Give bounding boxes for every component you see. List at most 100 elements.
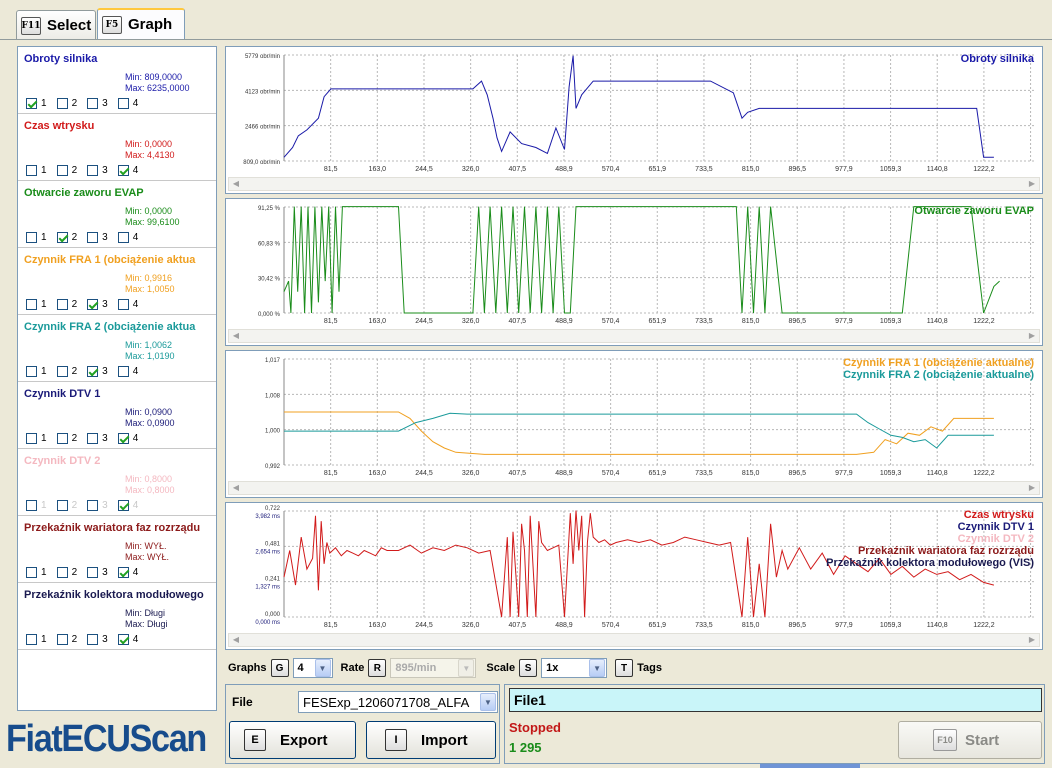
graphs-select[interactable]: 4 ▼	[292, 658, 333, 678]
checkbox-box[interactable]	[87, 98, 99, 109]
graph-checkbox[interactable]: 1	[26, 634, 47, 645]
checkbox-box[interactable]	[117, 366, 129, 377]
checkmark-icon[interactable]	[87, 299, 99, 310]
graph-checkbox[interactable]: 3	[87, 500, 108, 511]
graph-checkbox[interactable]: 4	[117, 366, 138, 377]
sensor-item[interactable]: Czynnik FRA 1 (obciążenie aktua Min: 0,99…	[18, 248, 216, 315]
graph-checkbox[interactable]: 2	[56, 567, 77, 578]
scroll-right-icon[interactable]: ▶	[1028, 331, 1036, 340]
checkbox-box[interactable]	[87, 634, 99, 645]
graph-checkbox[interactable]: 3	[87, 366, 108, 377]
checkbox-box[interactable]	[26, 366, 37, 377]
graph-4-scrollbar[interactable]: ◀ ▶	[228, 633, 1040, 647]
scroll-left-icon[interactable]: ◀	[232, 331, 240, 340]
graphs-key-button[interactable]: G	[270, 659, 289, 677]
graph-checkbox[interactable]: 1	[26, 500, 47, 511]
checkbox-box[interactable]	[87, 433, 99, 444]
checkbox-box[interactable]	[56, 567, 68, 578]
tags-label[interactable]: Tags	[637, 662, 662, 674]
graph-2-scrollbar[interactable]: ◀ ▶	[228, 329, 1040, 343]
scroll-right-icon[interactable]: ▶	[1028, 483, 1036, 492]
graph-checkbox[interactable]: 1	[26, 98, 47, 109]
checkbox-box[interactable]	[26, 567, 37, 578]
scroll-left-icon[interactable]: ◀	[232, 635, 240, 644]
start-button[interactable]: F10 Start	[898, 721, 1042, 759]
graph-checkbox[interactable]: 1	[26, 232, 47, 243]
checkbox-box[interactable]	[117, 299, 129, 310]
rate-select[interactable]: 895/min ▼	[390, 658, 477, 678]
checkbox-box[interactable]	[26, 634, 37, 645]
sensor-item[interactable]: Obroty silnika Min: 809,0000 Max: 6235,000…	[18, 47, 216, 114]
checkbox-box[interactable]	[56, 433, 68, 444]
graph-checkbox[interactable]: 2	[56, 500, 77, 511]
rate-key-button[interactable]: R	[368, 659, 387, 677]
scroll-right-icon[interactable]: ▶	[1028, 179, 1036, 188]
checkbox-box[interactable]	[56, 165, 68, 176]
checkmark-icon[interactable]	[87, 366, 99, 377]
graph-checkbox[interactable]: 2	[56, 232, 77, 243]
graph-checkbox[interactable]: 4	[117, 500, 138, 511]
checkbox-box[interactable]	[56, 366, 68, 377]
checkbox-box[interactable]	[87, 500, 99, 511]
graph-checkbox[interactable]: 3	[87, 634, 108, 645]
graph-checkbox[interactable]: 1	[26, 165, 47, 176]
scroll-left-icon[interactable]: ◀	[232, 179, 240, 188]
graph-checkbox[interactable]: 2	[56, 98, 77, 109]
chevron-down-icon[interactable]: ▼	[589, 659, 606, 677]
graph-checkbox[interactable]: 4	[117, 299, 138, 310]
graph-checkbox[interactable]: 2	[56, 433, 77, 444]
checkmark-icon[interactable]	[117, 567, 129, 578]
checkbox-box[interactable]	[26, 165, 37, 176]
tab-select[interactable]: F11 Select	[16, 10, 96, 40]
scroll-left-icon[interactable]: ◀	[232, 483, 240, 492]
graph-checkbox[interactable]: 3	[87, 232, 108, 243]
graph-checkbox[interactable]: 1	[26, 366, 47, 377]
tab-graph[interactable]: F5 Graph	[97, 8, 185, 40]
graph-checkbox[interactable]: 4	[117, 567, 138, 578]
checkbox-box[interactable]	[117, 98, 129, 109]
sensor-item[interactable]: Czas wtrysku Min: 0,0000 Max: 4,4130 1 2 3 4	[18, 114, 216, 181]
graph-3-scrollbar[interactable]: ◀ ▶	[228, 481, 1040, 495]
graph-checkbox[interactable]: 3	[87, 567, 108, 578]
checkmark-icon[interactable]	[56, 232, 68, 243]
checkbox-box[interactable]	[87, 567, 99, 578]
graph-checkbox[interactable]: 3	[87, 433, 108, 444]
graph-checkbox[interactable]: 1	[26, 567, 47, 578]
import-button[interactable]: I Import	[366, 721, 496, 759]
checkbox-box[interactable]	[26, 299, 37, 310]
chevron-down-icon[interactable]: ▼	[480, 693, 496, 711]
graph-checkbox[interactable]: 4	[117, 232, 138, 243]
checkmark-icon[interactable]	[26, 98, 37, 109]
sensor-item[interactable]: Czynnik DTV 1 Min: 0,0900 Max: 0,0900 1 2 3 4	[18, 382, 216, 449]
scale-select[interactable]: 1x ▼	[541, 658, 608, 678]
checkbox-box[interactable]	[56, 98, 68, 109]
sensor-item[interactable]: Czynnik FRA 2 (obciążenie aktua Min: 1,00…	[18, 315, 216, 382]
graph-checkbox[interactable]: 2	[56, 165, 77, 176]
graph-checkbox[interactable]: 2	[56, 299, 77, 310]
checkmark-icon[interactable]	[117, 634, 129, 645]
graph-checkbox[interactable]: 3	[87, 98, 108, 109]
graph-checkbox[interactable]: 4	[117, 98, 138, 109]
graph-checkbox[interactable]: 3	[87, 165, 108, 176]
chevron-down-icon[interactable]: ▼	[458, 659, 475, 677]
checkbox-box[interactable]	[56, 634, 68, 645]
scroll-right-icon[interactable]: ▶	[1028, 635, 1036, 644]
file-select[interactable]: FESExp_1206071708_ALFA ▼	[298, 691, 498, 713]
scale-key-button[interactable]: S	[519, 659, 538, 677]
graph-checkbox[interactable]: 4	[117, 433, 138, 444]
sensor-item[interactable]: Otwarcie zaworu EVAP Min: 0,0000 Max: 99,6…	[18, 181, 216, 248]
graph-checkbox[interactable]: 4	[117, 165, 138, 176]
checkbox-box[interactable]	[26, 433, 37, 444]
tags-key-button[interactable]: T	[615, 659, 634, 677]
checkbox-box[interactable]	[87, 165, 99, 176]
checkbox-box[interactable]	[56, 299, 68, 310]
sensor-item[interactable]: Czynnik DTV 2 Min: 0,8000 Max: 0,8000 1 2 3 4	[18, 449, 216, 516]
graph-checkbox[interactable]: 1	[26, 299, 47, 310]
graph-checkbox[interactable]: 2	[56, 634, 77, 645]
checkbox-box[interactable]	[26, 500, 37, 511]
checkbox-box[interactable]	[56, 500, 68, 511]
checkmark-icon[interactable]	[117, 165, 129, 176]
graph-1-scrollbar[interactable]: ◀ ▶	[228, 177, 1040, 191]
graph-checkbox[interactable]: 4	[117, 634, 138, 645]
checkbox-box[interactable]	[87, 232, 99, 243]
